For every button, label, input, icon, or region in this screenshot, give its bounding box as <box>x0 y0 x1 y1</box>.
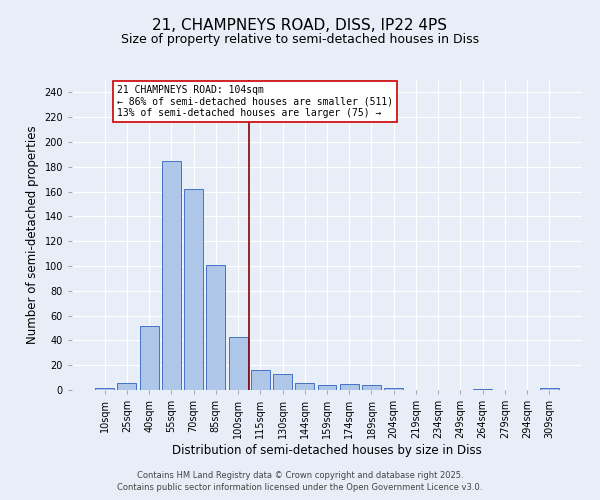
Bar <box>140 326 158 390</box>
Text: 21, CHAMPNEYS ROAD, DISS, IP22 4PS: 21, CHAMPNEYS ROAD, DISS, IP22 4PS <box>152 18 448 32</box>
Bar <box>206 265 225 390</box>
Bar <box>540 388 559 390</box>
Bar <box>384 388 403 390</box>
Bar <box>184 189 203 390</box>
Bar <box>340 384 359 390</box>
Y-axis label: Number of semi-detached properties: Number of semi-detached properties <box>26 126 39 344</box>
Bar <box>251 370 270 390</box>
Bar <box>95 388 114 390</box>
Bar <box>273 374 292 390</box>
Bar <box>162 160 181 390</box>
Bar <box>118 382 136 390</box>
Bar <box>317 385 337 390</box>
Bar <box>295 382 314 390</box>
Text: 21 CHAMPNEYS ROAD: 104sqm
← 86% of semi-detached houses are smaller (511)
13% of: 21 CHAMPNEYS ROAD: 104sqm ← 86% of semi-… <box>117 85 393 118</box>
Bar <box>473 389 492 390</box>
Text: Contains HM Land Registry data © Crown copyright and database right 2025.
Contai: Contains HM Land Registry data © Crown c… <box>118 471 482 492</box>
Title: 21, CHAMPNEYS ROAD, DISS, IP22 4PS
Size of property relative to semi-detached ho: 21, CHAMPNEYS ROAD, DISS, IP22 4PS Size … <box>0 499 1 500</box>
X-axis label: Distribution of semi-detached houses by size in Diss: Distribution of semi-detached houses by … <box>172 444 482 457</box>
Bar <box>362 385 381 390</box>
Bar <box>229 336 248 390</box>
Text: Size of property relative to semi-detached houses in Diss: Size of property relative to semi-detach… <box>121 32 479 46</box>
